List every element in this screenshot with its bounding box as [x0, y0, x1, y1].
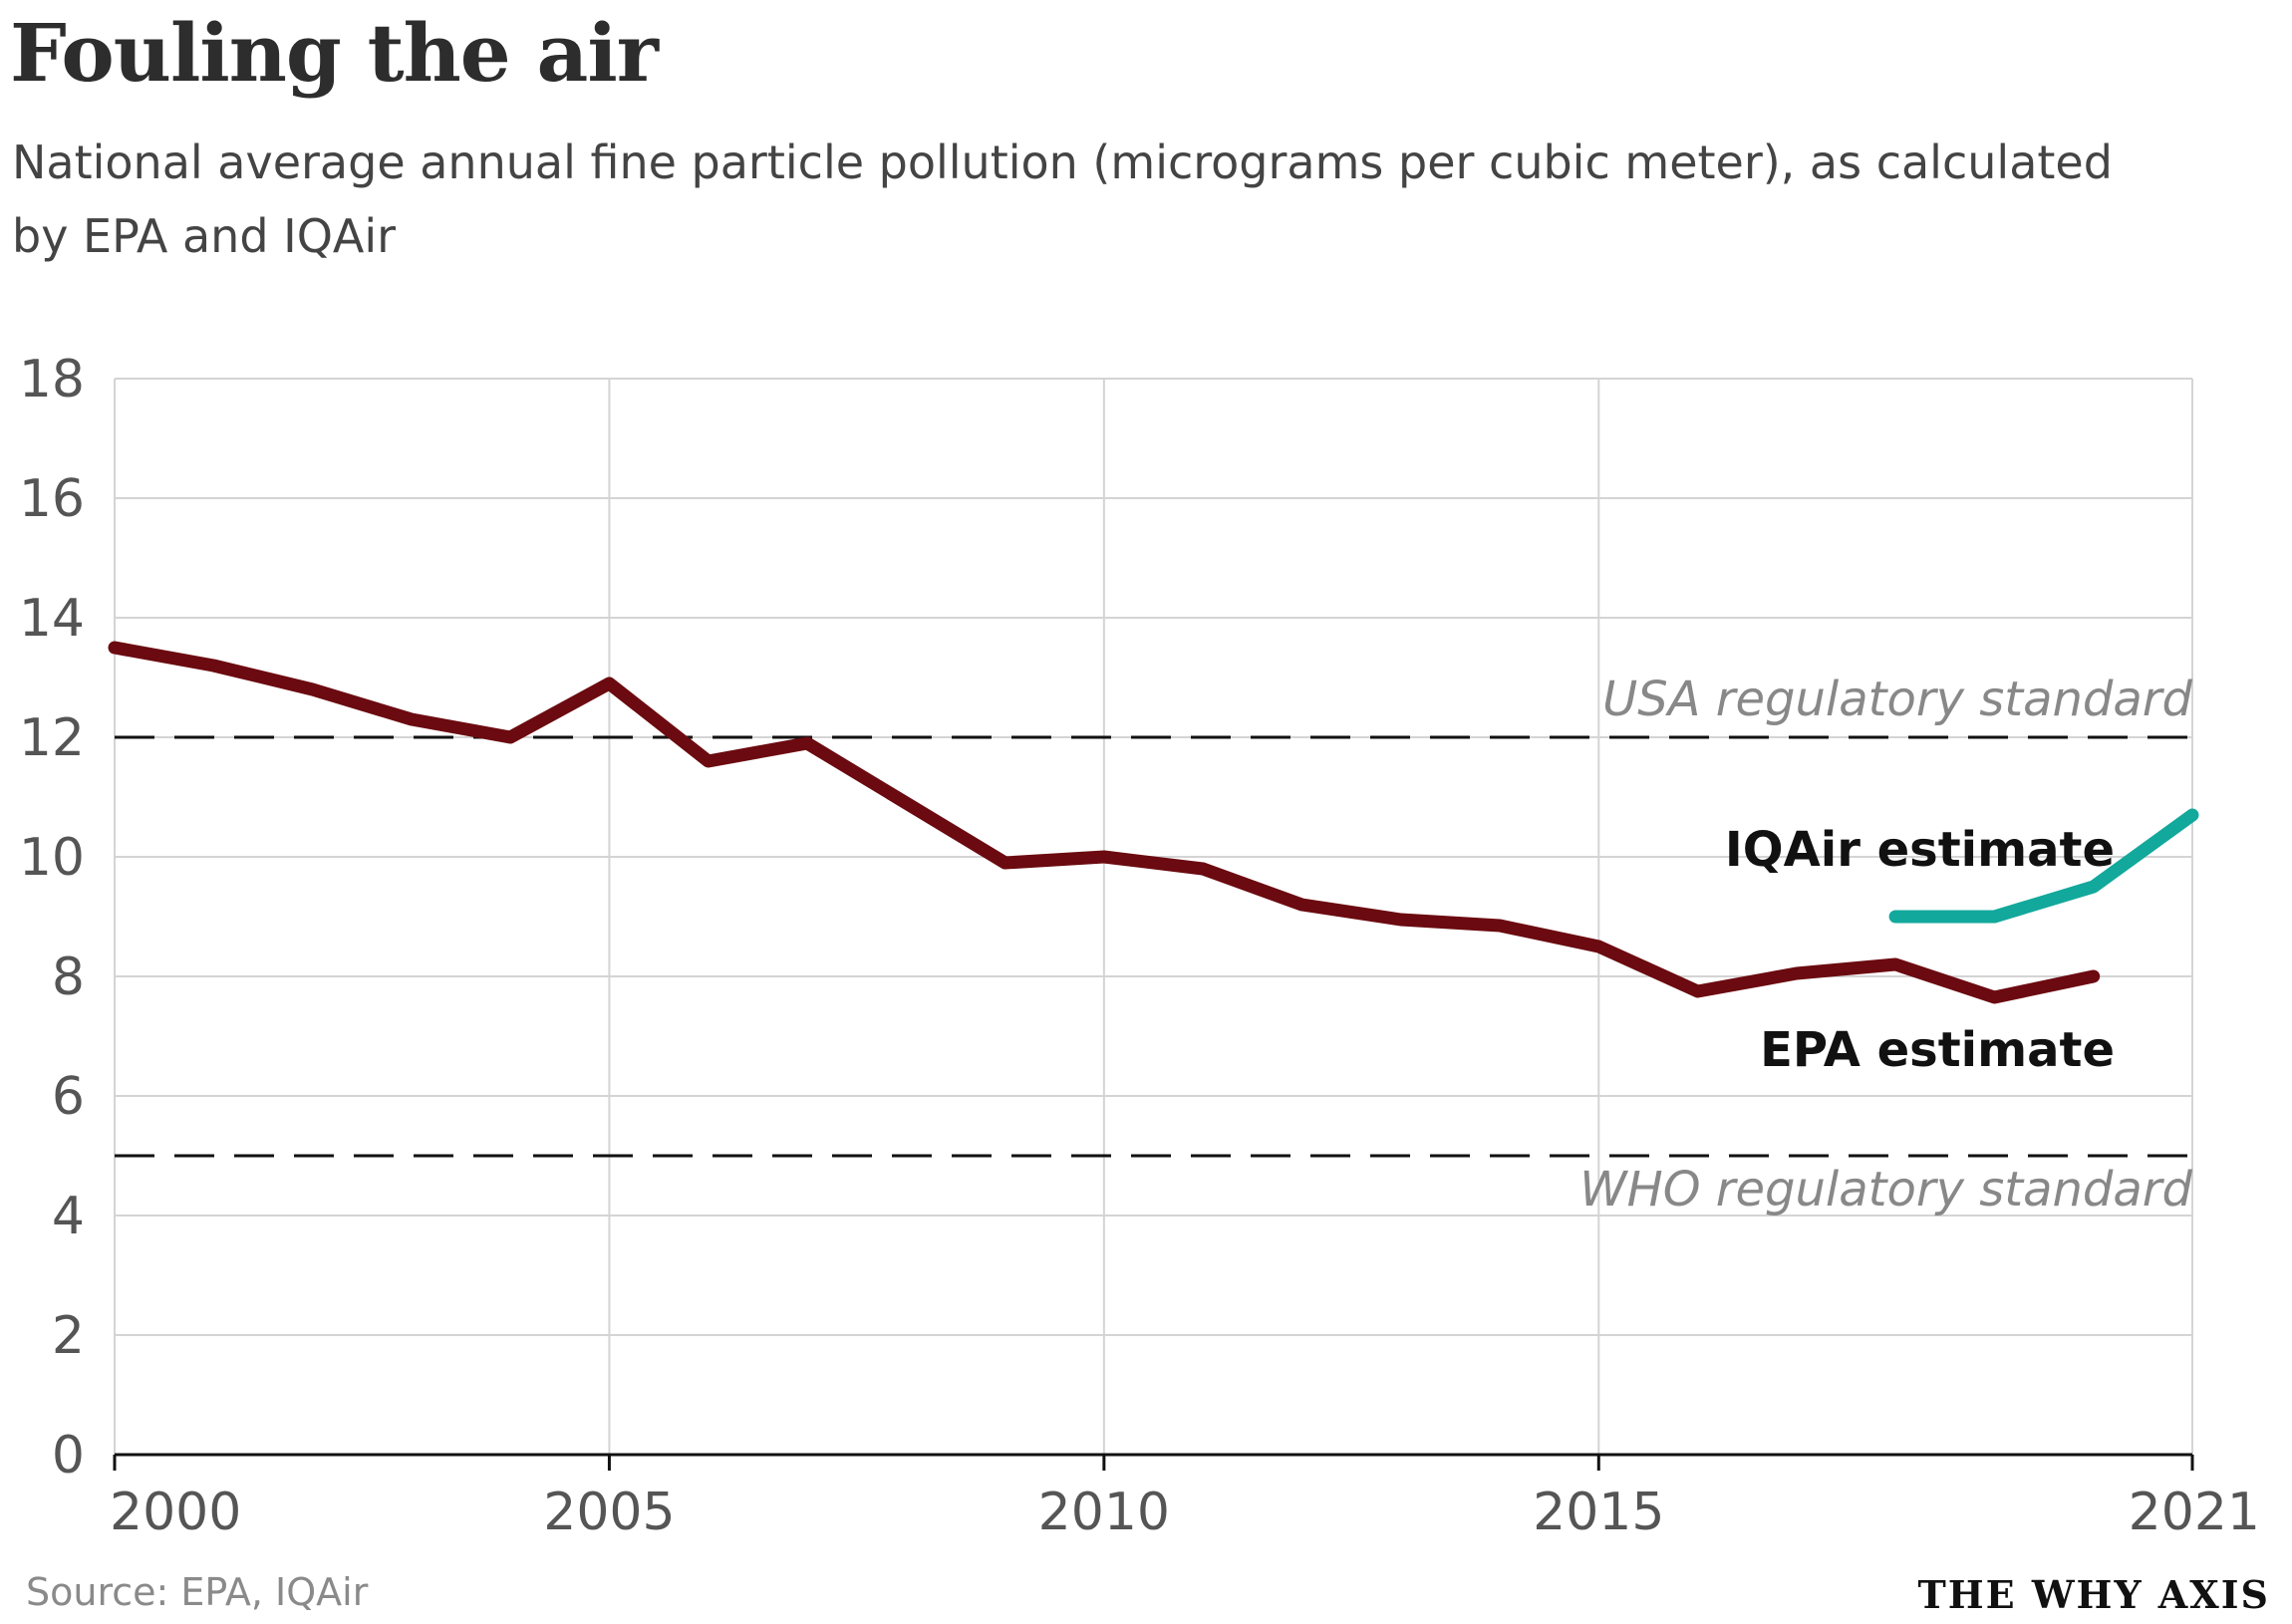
y-tick-label-6: 6 [52, 1067, 85, 1127]
y-tick-label-18: 18 [19, 350, 85, 409]
series-labels: IQAir estimate EPA estimate [1725, 822, 2115, 1078]
y-tick-label-2: 2 [52, 1306, 85, 1366]
chart-subtitle: National average annual fine particle po… [12, 135, 2113, 263]
usa-reference-label: USA regulatory standard [1602, 672, 2192, 727]
y-tick-label-10: 10 [19, 828, 85, 888]
y-tick-label-16: 16 [19, 469, 85, 529]
y-tick-label-12: 12 [19, 708, 85, 768]
iqair-series-label: IQAir estimate [1725, 822, 2115, 878]
reference-lines: USA regulatory standard WHO regulatory st… [115, 672, 2193, 1218]
who-reference-label: WHO regulatory standard [1579, 1162, 2192, 1218]
x-tick-label-2021: 2021 [2129, 1483, 2260, 1542]
brand-logo: THE WHY AXIS [1917, 1572, 2270, 1617]
axes: 0 2 4 6 8 10 12 14 16 18 2000 2005 2010 2015 2021 [19, 350, 2260, 1542]
x-tick-label-2015: 2015 [1533, 1483, 1664, 1542]
y-tick-label-14: 14 [19, 589, 85, 649]
x-tick-label-2010: 2010 [1038, 1483, 1170, 1542]
x-tick-label-2005: 2005 [543, 1483, 675, 1542]
x-tick-label-2000: 2000 [110, 1483, 241, 1542]
series-lines [108, 641, 2199, 1004]
y-tick-label-0: 0 [52, 1426, 85, 1486]
source-note: Source: EPA, IQAir [26, 1570, 369, 1614]
y-tick-label-8: 8 [52, 947, 85, 1007]
grid-lines [114, 378, 2193, 1455]
epa-series-line [108, 641, 2101, 1004]
chart-title: Fouling the air [10, 6, 659, 100]
epa-series-label: EPA estimate [1760, 1022, 2115, 1078]
iqair-series-line [1888, 808, 2199, 924]
y-tick-label-4: 4 [52, 1187, 85, 1246]
